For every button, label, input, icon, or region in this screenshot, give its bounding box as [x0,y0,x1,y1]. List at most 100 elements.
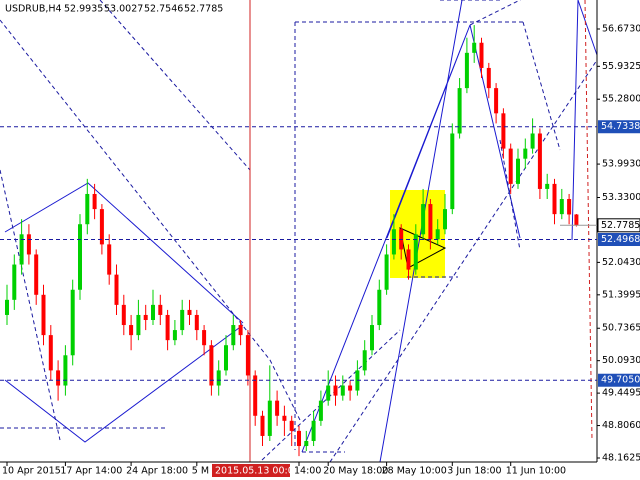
candle-body [311,420,316,441]
candle-body [516,158,520,184]
candle-body [450,133,455,210]
candle-body [377,289,382,326]
candle-body [245,335,250,376]
candle-body [48,335,53,371]
x-tick-label: 5 M [192,466,209,477]
candle-body [136,314,141,336]
y-tick-label: 56.6730 [602,23,640,34]
candle-body [26,234,31,255]
candle-body [216,370,221,386]
x-tick-label: 3 Jun 18:00 [447,466,501,477]
level-label-box [598,120,640,134]
candle-body [391,229,396,255]
candle-body [435,229,440,240]
candle-body [34,254,39,295]
y-tick-label: 48.1625 [602,452,640,463]
drawings [0,0,598,463]
candle-body [362,350,367,371]
candle-body [304,440,309,447]
level-label: 54.7338 [601,121,640,132]
red-projection [584,0,593,441]
candle-body [370,325,374,351]
ohlc-open: 52.9935 [64,4,103,15]
candle-body [92,193,97,210]
candle-body [180,309,185,331]
candle-body [85,193,90,225]
candle-body [5,299,9,315]
candle-body [275,400,280,416]
candle-body [56,370,61,386]
candle-body [421,204,426,235]
candle-body [552,183,557,215]
candle-body [172,330,177,341]
candle-body [238,325,243,336]
candle-body [494,88,499,114]
candle-body [165,314,170,341]
symbol: USDRUB,H4 [5,4,62,15]
x-tick-label: 10 Apr 2015 [2,466,61,477]
x-tick-label: 17 Apr 14:00 [60,466,122,477]
candle-body [63,355,68,386]
candle-body [545,183,550,189]
candle-body [231,325,236,346]
level-label-box [598,373,640,387]
bid-label-box [597,218,640,233]
x-tick-label: 14:00 [294,466,321,477]
cursor-label-box [212,464,290,477]
candle-body [567,199,572,215]
candle-body [19,234,24,265]
candle-body [333,385,338,396]
candle-body [107,244,112,275]
candle-body [143,314,148,320]
y-tick-label: 55.9325 [602,61,640,72]
candle-body [340,385,345,396]
candle-body [289,420,294,431]
candle-body [428,204,433,240]
y-tick-label: 55.2800 [602,94,640,105]
y-tick-label: 50.7365 [602,323,640,334]
candle-body [158,304,163,315]
ohlc-low: 52.7546 [144,4,183,15]
candle-body [574,214,579,226]
candle-body [267,400,272,436]
candle-body [348,385,353,391]
x-tick-label: 11 Jun 10:00 [506,466,566,477]
candle-body [194,314,199,331]
candle-body [406,249,411,270]
candle-body [151,304,155,320]
level-label: 49.7050 [601,375,640,386]
cursor-label: 2015.05.13 00:00 [215,466,300,477]
bid-label: 52.7785 [601,220,640,231]
level-label-box [598,233,640,247]
triangle [399,227,447,269]
candle-body [464,52,469,89]
ohlc-close: 52.7785 [184,4,223,15]
candle-body [457,88,462,134]
candle-body [384,254,389,290]
candle-body [224,345,228,371]
y-tick-label: 51.3995 [602,289,640,300]
x-tick-label: 24 Apr 18:00 [126,466,188,477]
x-tick-label: 20 May 18:00 [323,466,388,477]
candle-body [297,430,301,447]
candle-body [523,148,528,159]
candle-body [260,415,265,436]
candle-body [41,294,46,336]
candle-body [187,309,192,315]
candle-body [508,148,513,184]
candle-body [121,304,126,326]
y-tick-label: 50.0930 [602,355,640,366]
y-tick-label: 49.4495 [602,388,640,399]
candle-body [486,67,491,89]
candle-body [559,199,564,215]
candle-body [114,274,119,305]
candle-body [472,42,477,53]
candle-body [501,113,506,149]
candle-body [253,375,258,416]
candle-body [282,415,287,421]
candle-body [129,325,134,336]
ohlc-high: 53.0027 [104,4,143,15]
candle-body [413,234,418,270]
y-tick-label: 48.8060 [602,420,640,431]
